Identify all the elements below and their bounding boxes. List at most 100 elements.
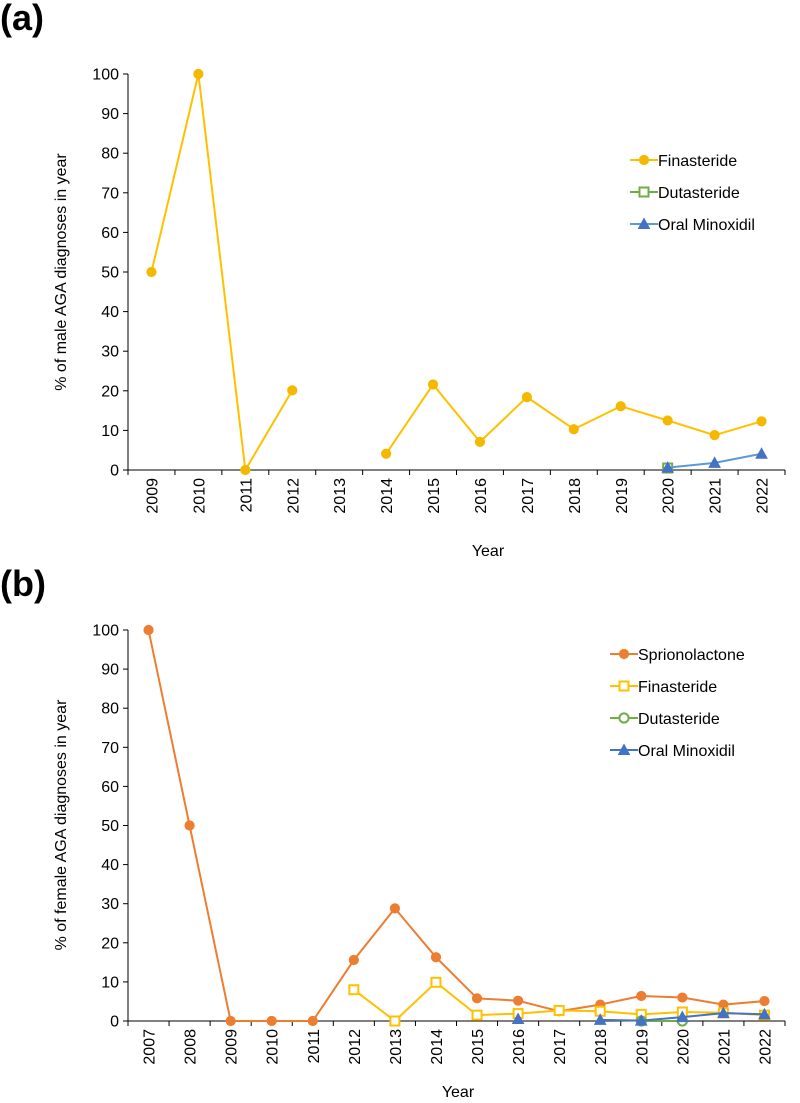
data-point-oral-minoxidil-2020 (675, 1010, 689, 1023)
x-tick-label-2017: 2017 (520, 478, 537, 514)
axes-a: 0 10 20 30 40 50 60 70 80 90 100 2009 2010 2011 2012 20… (92, 67, 786, 514)
x-tick-label-2011: 2011 (306, 1029, 323, 1064)
x-tick-label-2013: 2013 (332, 478, 349, 514)
series-line-segment (150, 73, 200, 273)
data-point-oral-minoxidil-2021 (708, 456, 721, 468)
legend-marker (618, 648, 630, 660)
series-line-segment (526, 396, 575, 431)
x-tick-label-2007: 2007 (142, 1029, 159, 1065)
data-point-finasteride-2011 (240, 464, 251, 476)
data-point-oral-minoxidil-2022 (755, 447, 768, 459)
series-line-segment (682, 1012, 724, 1019)
x-axis-title-b: Year (442, 1084, 475, 1101)
series-line-segment (641, 994, 683, 999)
x-tick-label-2018: 2018 (567, 478, 584, 514)
series-line-segment (600, 1010, 642, 1016)
data-point-sprionolactone-2010 (266, 1015, 277, 1027)
series-line-segment (573, 405, 622, 431)
data-point-finasteride-2017 (521, 392, 532, 403)
x-tick-label-2021: 2021 (708, 478, 725, 514)
x-tick-label-2020: 2020 (661, 478, 678, 514)
y-tick-label: 20 (101, 383, 119, 400)
legend-entry-finasteride: Finasteride (630, 153, 737, 170)
legend-label: Oral Minoxidil (638, 743, 735, 760)
legend-entry-dutasteride: Dutasteride (610, 711, 720, 728)
series-line-segment (600, 994, 642, 1006)
y-tick-label: 50 (101, 818, 119, 835)
x-tick-label-2015: 2015 (470, 1029, 487, 1065)
y-tick-label: 30 (101, 344, 119, 361)
series-line-segment (385, 383, 434, 455)
series-line-segment (353, 988, 396, 1022)
axes-b: 0 10 20 30 40 50 60 70 80 90 100 2007 2008 2009 2010 20… (92, 623, 786, 1065)
panel-label-b: (b) (0, 563, 46, 604)
panel-label-a: (a) (0, 0, 44, 38)
x-tick-label-2015: 2015 (426, 478, 443, 514)
legend-marker (618, 712, 630, 724)
data-point-finasteride-2016 (474, 436, 486, 447)
series-line-segment (620, 405, 668, 422)
series-line-segment (432, 383, 481, 443)
series-line-segment (667, 419, 715, 437)
legend-label: Oral Minoxidil (658, 217, 755, 234)
x-tick-label-2009: 2009 (144, 478, 161, 514)
y-tick-label: 100 (92, 623, 119, 640)
y-tick-label: 80 (101, 701, 119, 718)
series-line-segment (394, 907, 437, 958)
data-point-sprionolactone-2022 (759, 995, 770, 1007)
x-tick-label-2012: 2012 (347, 1029, 364, 1065)
x-tick-label-2019: 2019 (634, 1029, 651, 1065)
data-point-sprionolactone-2016 (512, 995, 524, 1006)
data-point-finasteride-2015 (427, 379, 439, 390)
legend-marker (637, 217, 651, 229)
legend-entry-sprionolactone: Sprionolactone (610, 647, 745, 664)
y-tick-label: 50 (101, 265, 119, 282)
y-tick-label: 30 (101, 896, 119, 913)
y-axis-title-a: % of male AGA diagnoses in year (53, 153, 70, 391)
data-point-oral-minoxidil-2016 (511, 1012, 525, 1025)
x-tick-label-2016: 2016 (511, 1029, 528, 1065)
y-tick-label: 10 (101, 974, 119, 991)
legend-marker (617, 743, 631, 755)
series-b (143, 624, 771, 1027)
series-line-segment (476, 1012, 519, 1017)
legend-marker (618, 680, 630, 692)
y-tick-label: 0 (110, 463, 119, 480)
data-point-finasteride-2009 (146, 266, 157, 278)
data-point-finasteride-2017 (553, 1004, 565, 1016)
data-point-finasteride-2013 (389, 1015, 401, 1027)
y-tick-label: 10 (101, 423, 119, 440)
x-tick-label-2012: 2012 (285, 478, 302, 514)
data-point-finasteride-2012 (348, 984, 360, 996)
series-line-segment (723, 1012, 765, 1016)
data-point-sprionolactone-2007 (143, 624, 154, 636)
y-tick-label: 40 (101, 857, 119, 874)
y-tick-label: 60 (101, 225, 119, 242)
data-point-oral-minoxidil-2018 (593, 1013, 607, 1025)
x-tick-label-2018: 2018 (593, 1029, 610, 1065)
legend-label: Sprionolactone (638, 647, 745, 664)
series-line-segment (714, 420, 762, 437)
legend-entry-oral-minoxidil: Oral Minoxidil (630, 217, 755, 234)
legend-label: Dutasteride (638, 711, 720, 728)
x-tick-label-2009: 2009 (224, 1029, 241, 1065)
x-tick-label-2019: 2019 (614, 478, 631, 514)
y-tick-label: 90 (101, 662, 119, 679)
series-line-segment (682, 996, 724, 1006)
x-tick-label-2010: 2010 (191, 478, 208, 514)
series-line-segment (435, 981, 478, 1016)
data-point-sprionolactone-2020 (677, 992, 688, 1003)
series-line-segment (723, 1000, 765, 1006)
x-tick-label-2022: 2022 (757, 1029, 774, 1065)
x-tick-label-2010: 2010 (265, 1029, 282, 1065)
series-oral-minoxidil (511, 1006, 771, 1026)
data-point-finasteride-2014 (430, 976, 442, 988)
series-line-segment (147, 629, 191, 826)
legend-label: Finasteride (658, 153, 737, 170)
y-tick-label: 100 (92, 67, 119, 84)
series-finasteride (146, 68, 767, 476)
y-tick-label: 0 (110, 1014, 119, 1031)
y-tick-label: 90 (101, 106, 119, 123)
y-tick-label: 70 (101, 740, 119, 757)
